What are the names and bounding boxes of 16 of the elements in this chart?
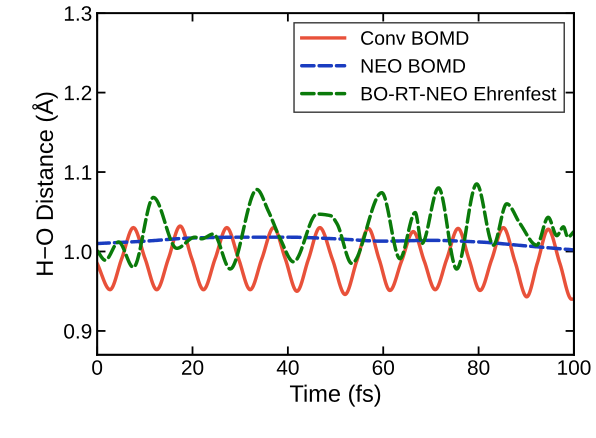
x-tick-label: 0	[92, 360, 102, 375]
x-tick-label: 80	[468, 360, 490, 375]
y-tick-label: 1.3	[64, 6, 92, 21]
y-axis-title: H−O Distance (Å)	[32, 92, 58, 275]
y-tick-label: 0.9	[64, 324, 92, 339]
x-tick-label: 40	[276, 360, 299, 375]
x-axis-title: Time (fs)	[290, 384, 380, 407]
legend-label: BO-RT-NEO Ehrenfest	[362, 86, 556, 101]
y-tick-label: 1.2	[64, 86, 92, 100]
x-tick-label: 20	[182, 360, 204, 375]
y-tick-label: 1.1	[64, 165, 92, 180]
legend-label: NEO BOMD	[362, 59, 466, 73]
y-tick-label: 1.0	[64, 244, 92, 260]
x-tick-label: 100	[558, 360, 591, 375]
legend-label: Conv BOMD	[361, 31, 468, 45]
x-tick-label: 60	[372, 360, 394, 375]
